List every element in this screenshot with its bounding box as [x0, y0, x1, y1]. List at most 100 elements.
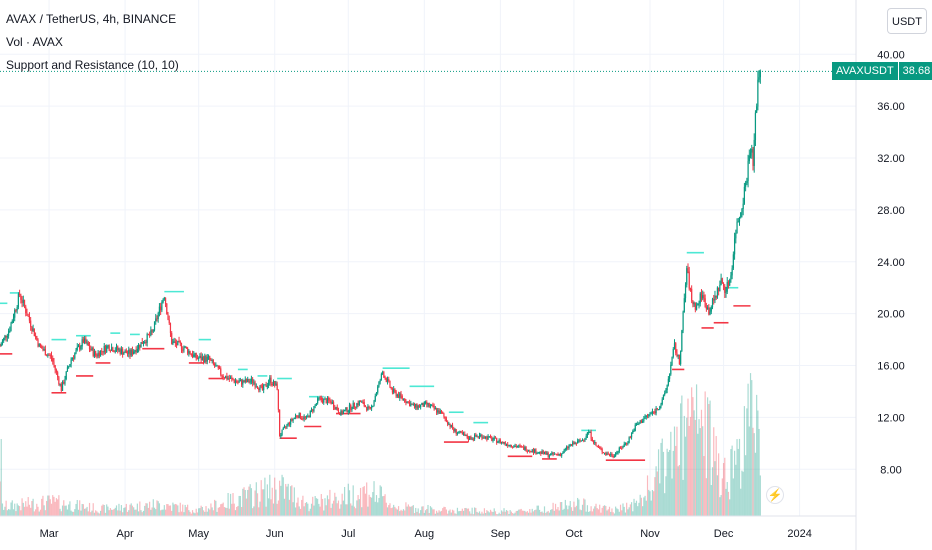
- volume-bar: [336, 503, 338, 516]
- support-resistance-indicator-label[interactable]: Support and Resistance (10, 10): [6, 58, 179, 72]
- volume-bar: [676, 426, 678, 516]
- volume-bar: [386, 507, 389, 516]
- y-tick-label: 8.00: [880, 464, 901, 476]
- volume-bar: [236, 506, 238, 516]
- volume-bar: [523, 510, 525, 516]
- volume-indicator-label[interactable]: Vol · AVAX: [6, 35, 63, 49]
- volume-bar: [210, 503, 212, 516]
- volume-bar: [150, 509, 152, 516]
- volume-bar: [263, 489, 265, 516]
- volume-bar: [499, 514, 501, 516]
- volume-bar: [550, 509, 552, 516]
- volume-bar: [435, 510, 438, 516]
- volume-bar: [466, 508, 468, 516]
- volume-bar: [611, 508, 613, 516]
- volume-bar: [521, 510, 524, 516]
- volume-bar: [315, 498, 318, 516]
- candle-body: [435, 408, 438, 413]
- candle-body: [579, 440, 581, 442]
- volume-bar: [747, 383, 749, 516]
- volume-bar: [96, 511, 98, 516]
- volume-bar: [754, 452, 757, 516]
- candle-body: [329, 400, 331, 402]
- candle-body: [113, 351, 115, 353]
- candle-body: [500, 441, 503, 444]
- candle-body: [245, 379, 248, 382]
- volume-bar: [541, 511, 543, 516]
- candle-body: [339, 412, 341, 415]
- candle-body: [615, 452, 617, 457]
- candle-body: [613, 456, 616, 458]
- volume-bar: [684, 436, 687, 516]
- volume-bar: [606, 510, 608, 516]
- volume-bar: [312, 496, 314, 516]
- volume-bar: [638, 502, 640, 516]
- currency-unit-button[interactable]: USDT: [887, 8, 927, 34]
- candle-body: [54, 365, 56, 370]
- candle-body: [665, 389, 667, 394]
- volume-bar: [171, 510, 173, 516]
- volume-bar: [702, 426, 704, 516]
- candle-body: [377, 386, 379, 393]
- volume-bar: [340, 504, 342, 516]
- candle-body: [447, 421, 449, 425]
- volume-bar: [603, 505, 606, 516]
- candle-body: [97, 352, 99, 357]
- volume-bar: [634, 502, 636, 516]
- candle-body: [263, 385, 265, 390]
- candle-body: [664, 393, 666, 395]
- candle-body: [667, 378, 669, 385]
- candle-body: [654, 411, 656, 414]
- candle-body: [193, 354, 195, 357]
- volume-bar: [400, 509, 402, 516]
- candle-body: [160, 306, 162, 311]
- volume-bar: [36, 503, 38, 516]
- lightning-icon[interactable]: ⚡: [766, 486, 784, 504]
- candle-body: [135, 350, 137, 353]
- y-tick-label: 36.00: [877, 101, 905, 113]
- candle-body: [374, 395, 376, 401]
- candle-body: [416, 403, 418, 409]
- candle-body: [122, 348, 124, 355]
- volume-bar: [532, 511, 535, 516]
- x-tick-label: Aug: [415, 528, 435, 540]
- candle-body: [156, 318, 158, 320]
- volume-bar: [314, 496, 316, 516]
- candle-body: [605, 452, 607, 455]
- volume-bar: [214, 499, 216, 516]
- candle-body: [74, 353, 76, 359]
- candle-body: [179, 341, 181, 344]
- candle-body: [554, 453, 557, 455]
- candle-body: [340, 410, 342, 415]
- volume-bar: [191, 510, 194, 516]
- volume-bar: [667, 451, 669, 516]
- volume-bar: [145, 503, 147, 516]
- volume-bar: [384, 494, 386, 516]
- volume-bar: [557, 507, 559, 516]
- volume-bar: [337, 500, 340, 516]
- candle-body: [64, 379, 66, 384]
- candle-body: [173, 341, 175, 343]
- candle-body: [748, 155, 750, 162]
- volume-bar: [57, 499, 59, 516]
- candle-body: [400, 393, 402, 396]
- volume-bar: [526, 511, 528, 516]
- candle-body: [309, 410, 311, 418]
- volume-bar: [160, 510, 162, 516]
- candle-body: [448, 423, 450, 425]
- volume-bar: [212, 510, 214, 516]
- volume-bar: [41, 498, 43, 516]
- volume-bar: [297, 497, 299, 516]
- candle-body: [482, 437, 484, 439]
- candle-body: [515, 445, 517, 448]
- candle-body: [236, 381, 238, 383]
- candle-body: [526, 451, 528, 453]
- candle-body: [524, 447, 526, 450]
- candle-body: [369, 406, 371, 409]
- candle-body: [714, 295, 716, 301]
- candle-body: [68, 366, 70, 368]
- volume-bar: [304, 502, 306, 516]
- candle-body: [253, 382, 255, 384]
- candle-body: [126, 353, 129, 355]
